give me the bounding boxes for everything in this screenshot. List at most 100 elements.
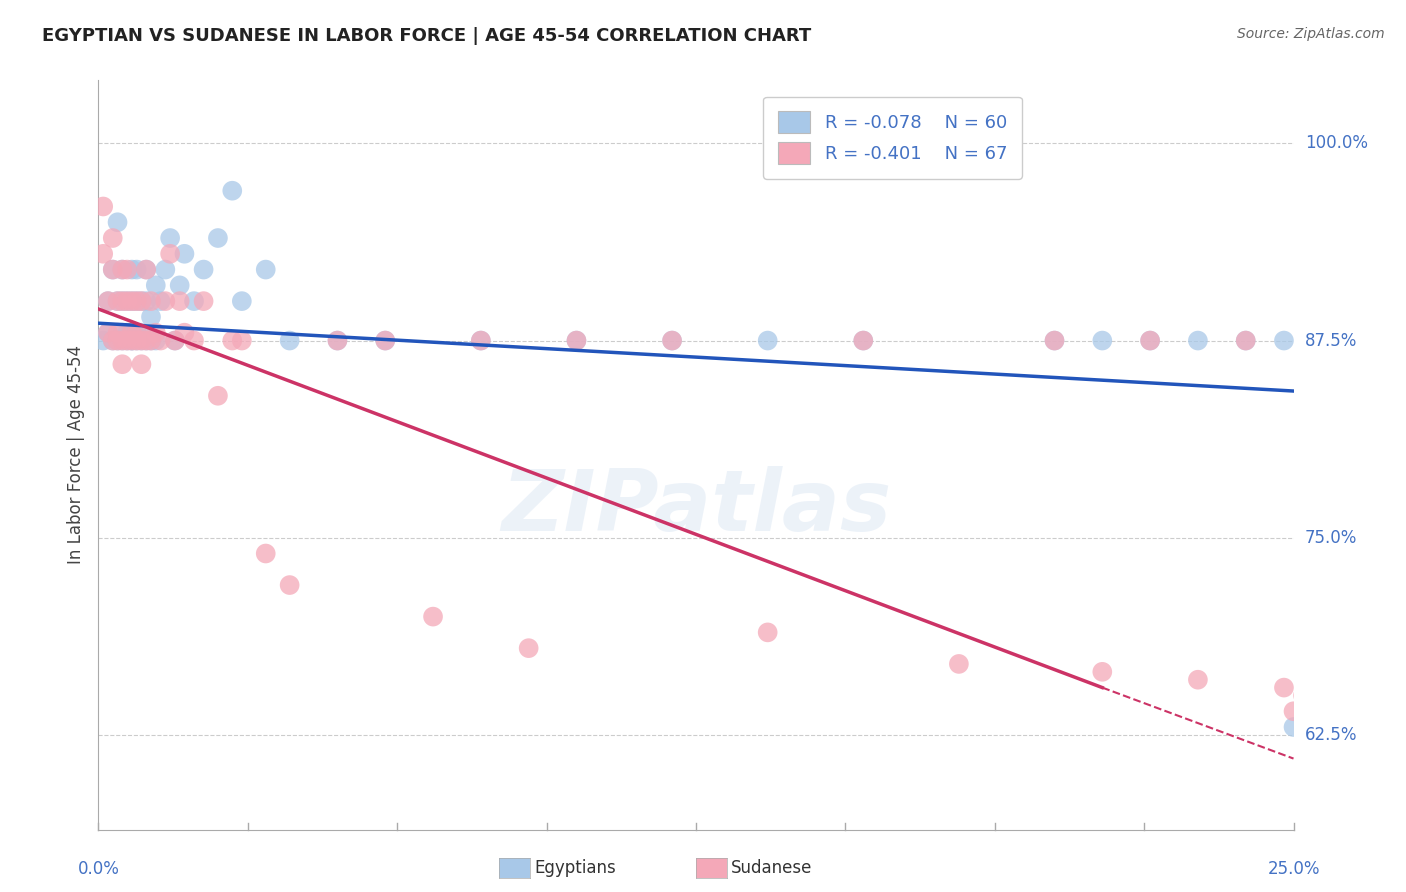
- Point: [145, 326, 167, 340]
- Point: [169, 294, 191, 309]
- Point: [1091, 665, 1114, 679]
- Text: 100.0%: 100.0%: [1305, 135, 1368, 153]
- Point: [183, 334, 205, 348]
- Point: [149, 334, 172, 348]
- Point: [111, 262, 134, 277]
- Point: [121, 334, 143, 348]
- Point: [111, 326, 134, 340]
- Point: [254, 262, 277, 277]
- Point: [131, 326, 153, 340]
- Point: [125, 334, 148, 348]
- Point: [125, 334, 148, 348]
- Point: [125, 294, 148, 309]
- Point: [565, 334, 588, 348]
- Point: [121, 334, 143, 348]
- Point: [155, 294, 177, 309]
- Text: 0.0%: 0.0%: [77, 860, 120, 878]
- Point: [756, 334, 779, 348]
- Point: [1187, 334, 1209, 348]
- Point: [115, 334, 138, 348]
- Point: [207, 389, 229, 403]
- Point: [115, 262, 138, 277]
- Text: EGYPTIAN VS SUDANESE IN LABOR FORCE | AGE 45-54 CORRELATION CHART: EGYPTIAN VS SUDANESE IN LABOR FORCE | AG…: [42, 27, 811, 45]
- Point: [1139, 334, 1161, 348]
- Point: [101, 334, 124, 348]
- Point: [131, 294, 153, 309]
- Text: 75.0%: 75.0%: [1305, 529, 1357, 547]
- Point: [101, 262, 124, 277]
- Point: [159, 231, 181, 245]
- Point: [107, 326, 129, 340]
- Text: ZIPatlas: ZIPatlas: [501, 466, 891, 549]
- Point: [1272, 681, 1295, 695]
- Point: [1302, 704, 1324, 718]
- Point: [193, 294, 215, 309]
- Point: [1330, 704, 1353, 718]
- Point: [1043, 334, 1066, 348]
- Point: [121, 294, 143, 309]
- Point: [145, 334, 167, 348]
- Point: [107, 294, 129, 309]
- Point: [221, 334, 243, 348]
- Point: [173, 247, 195, 261]
- Point: [107, 334, 129, 348]
- Point: [121, 294, 143, 309]
- Point: [97, 326, 120, 340]
- Point: [183, 294, 205, 309]
- Point: [111, 357, 134, 371]
- Point: [169, 278, 191, 293]
- Point: [565, 334, 588, 348]
- Point: [517, 641, 540, 656]
- Point: [139, 334, 162, 348]
- Point: [852, 334, 875, 348]
- Point: [1282, 704, 1305, 718]
- Point: [111, 334, 134, 348]
- Point: [115, 294, 138, 309]
- Point: [948, 657, 970, 671]
- Text: 62.5%: 62.5%: [1305, 726, 1357, 744]
- Point: [97, 294, 120, 309]
- Point: [101, 334, 124, 348]
- Point: [1306, 689, 1329, 703]
- Point: [135, 294, 157, 309]
- Point: [1139, 334, 1161, 348]
- Point: [135, 262, 157, 277]
- Point: [111, 334, 134, 348]
- Point: [1234, 334, 1257, 348]
- Point: [91, 199, 114, 213]
- Point: [852, 334, 875, 348]
- Point: [193, 262, 215, 277]
- Point: [107, 294, 129, 309]
- Point: [254, 547, 277, 561]
- Point: [125, 326, 148, 340]
- Point: [422, 609, 444, 624]
- Point: [121, 262, 143, 277]
- Point: [231, 294, 253, 309]
- Point: [125, 294, 148, 309]
- Point: [163, 334, 186, 348]
- Point: [115, 326, 138, 340]
- Text: 87.5%: 87.5%: [1305, 332, 1357, 350]
- Point: [1282, 720, 1305, 734]
- Point: [91, 334, 114, 348]
- Point: [278, 578, 301, 592]
- Point: [1272, 334, 1295, 348]
- Point: [115, 294, 138, 309]
- Point: [155, 262, 177, 277]
- Point: [149, 294, 172, 309]
- Point: [661, 334, 683, 348]
- Point: [326, 334, 349, 348]
- Point: [107, 334, 129, 348]
- Text: Sudanese: Sudanese: [731, 859, 813, 877]
- Point: [91, 247, 114, 261]
- Text: 25.0%: 25.0%: [1267, 860, 1320, 878]
- Point: [221, 184, 243, 198]
- Point: [111, 262, 134, 277]
- Point: [1043, 334, 1066, 348]
- Point: [470, 334, 492, 348]
- Point: [1187, 673, 1209, 687]
- Point: [125, 262, 148, 277]
- Point: [756, 625, 779, 640]
- Point: [231, 334, 253, 348]
- Point: [1091, 334, 1114, 348]
